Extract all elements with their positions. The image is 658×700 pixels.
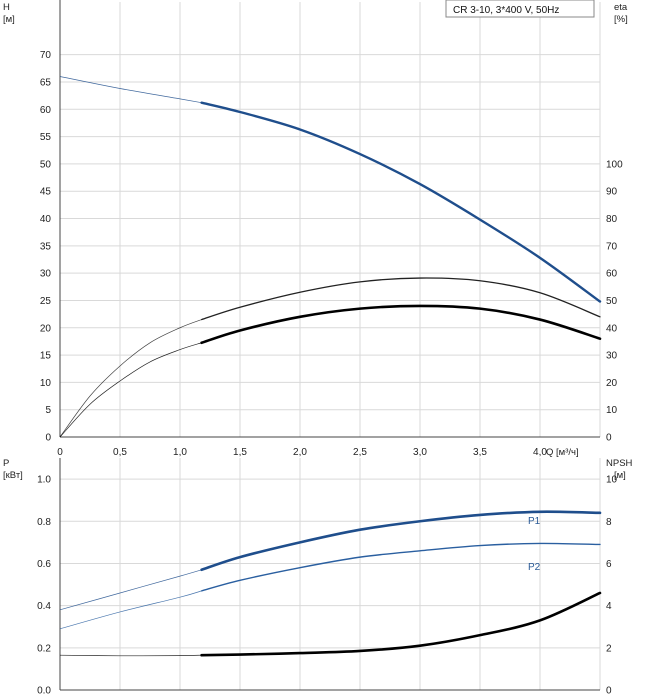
top-series-2-line [200,304,602,345]
top-right-tick-label: 20 [606,378,618,389]
bottom-left-tick-label: 1.0 [37,475,51,486]
bottom-right-axis-unit: [м] [614,470,626,481]
bottom-left-tick-label: 0.6 [37,559,51,570]
top-left-axis-unit: [м] [3,14,15,25]
top-left-tick-label: 50 [40,159,52,170]
bottom-left-axis-unit: [кВт] [3,470,23,481]
bottom-left-tick-label: 0.2 [37,643,51,654]
bottom-series-0-thin [59,569,202,611]
bottom-right-tick-label: 8 [606,517,612,528]
x-tick-label: 3,0 [413,447,427,458]
top-left-tick-label: 20 [40,323,52,334]
top-left-tick-label: 55 [40,132,52,143]
bottom-series-1-line [200,542,601,592]
bottom-right-tick-label: 6 [606,559,612,570]
top-right-tick-label: 30 [606,351,618,362]
top-left-tick-label: 60 [40,105,52,116]
top-right-tick-label: 80 [606,214,618,225]
top-left-tick-label: 35 [40,241,52,252]
x-tick-label: 1,0 [173,447,187,458]
top-left-tick-label: 5 [45,405,51,416]
bottom-left-tick-label: 0.8 [37,517,51,528]
x-tick-label: 2,0 [293,447,307,458]
top-left-tick-label: 0 [45,433,51,444]
bottom-chart-grid [59,458,601,691]
x-tick-label: 3,5 [473,447,487,458]
series-label-p1: P1 [528,516,541,527]
top-series-2-thin [59,342,202,438]
top-series-1-thin [59,319,202,438]
top-chart-grid [59,0,601,438]
top-right-tick-label: 50 [606,296,618,307]
top-right-tick-label: 10 [606,405,618,416]
series-label-p2: P2 [528,562,541,573]
x-tick-label: 2,5 [353,447,367,458]
top-left-tick-label: 10 [40,378,52,389]
bottom-right-tick-label: 2 [606,643,612,654]
bottom-right-axis-label: NPSH [606,458,633,469]
x-tick-label: 0,5 [113,447,127,458]
top-right-tick-label: 100 [606,159,623,170]
legend-box [445,0,595,18]
bottom-left-axis-label: P [3,458,9,469]
top-x-axis-unit: Q [м³/ч] [546,447,579,458]
bottom-series-2-thin [59,654,202,657]
top-right-tick-label: 40 [606,323,618,334]
top-left-tick-label: 70 [40,50,52,61]
x-tick-label: 1,5 [233,447,247,458]
bottom-series-1-thin [59,590,202,630]
top-chart-series [59,76,602,438]
top-right-tick-label: 0 [606,433,612,444]
top-right-tick-label: 70 [606,241,618,252]
bottom-right-tick-label: 0 [606,686,612,697]
top-left-tick-label: 45 [40,187,52,198]
bottom-series-2-line [200,591,602,657]
bottom-right-tick-label: 10 [606,475,618,486]
top-right-tick-label: 90 [606,187,618,198]
top-left-tick-label: 65 [40,77,52,88]
top-right-axis-unit: [%] [614,14,628,25]
bottom-left-tick-label: 0.0 [37,686,51,697]
bottom-series-0-line [200,510,602,572]
axis-ticks: 0 0,5 1,0 1,5 2,0 2,5 3,0 3,5 4,0051015202530354… [37,50,623,696]
top-series-0-thin [59,76,202,104]
top-left-tick-label: 15 [40,351,52,362]
top-left-axis-label: H [3,2,10,13]
x-tick-label: 4,0 [533,447,547,458]
top-right-axis-label: eta [614,2,628,13]
top-series-0-line [200,101,602,303]
top-left-tick-label: 40 [40,214,52,225]
top-left-tick-label: 30 [40,269,52,280]
bottom-left-tick-label: 0.4 [37,601,51,612]
bottom-chart-series [59,510,602,657]
bottom-right-tick-label: 4 [606,601,612,612]
x-tick-label: 0 [57,447,63,458]
top-left-tick-label: 25 [40,296,52,307]
legend-text: CR 3-10, 3*400 V, 50Hz [453,5,559,16]
top-series-1-line [200,277,601,321]
top-right-tick-label: 60 [606,269,618,280]
